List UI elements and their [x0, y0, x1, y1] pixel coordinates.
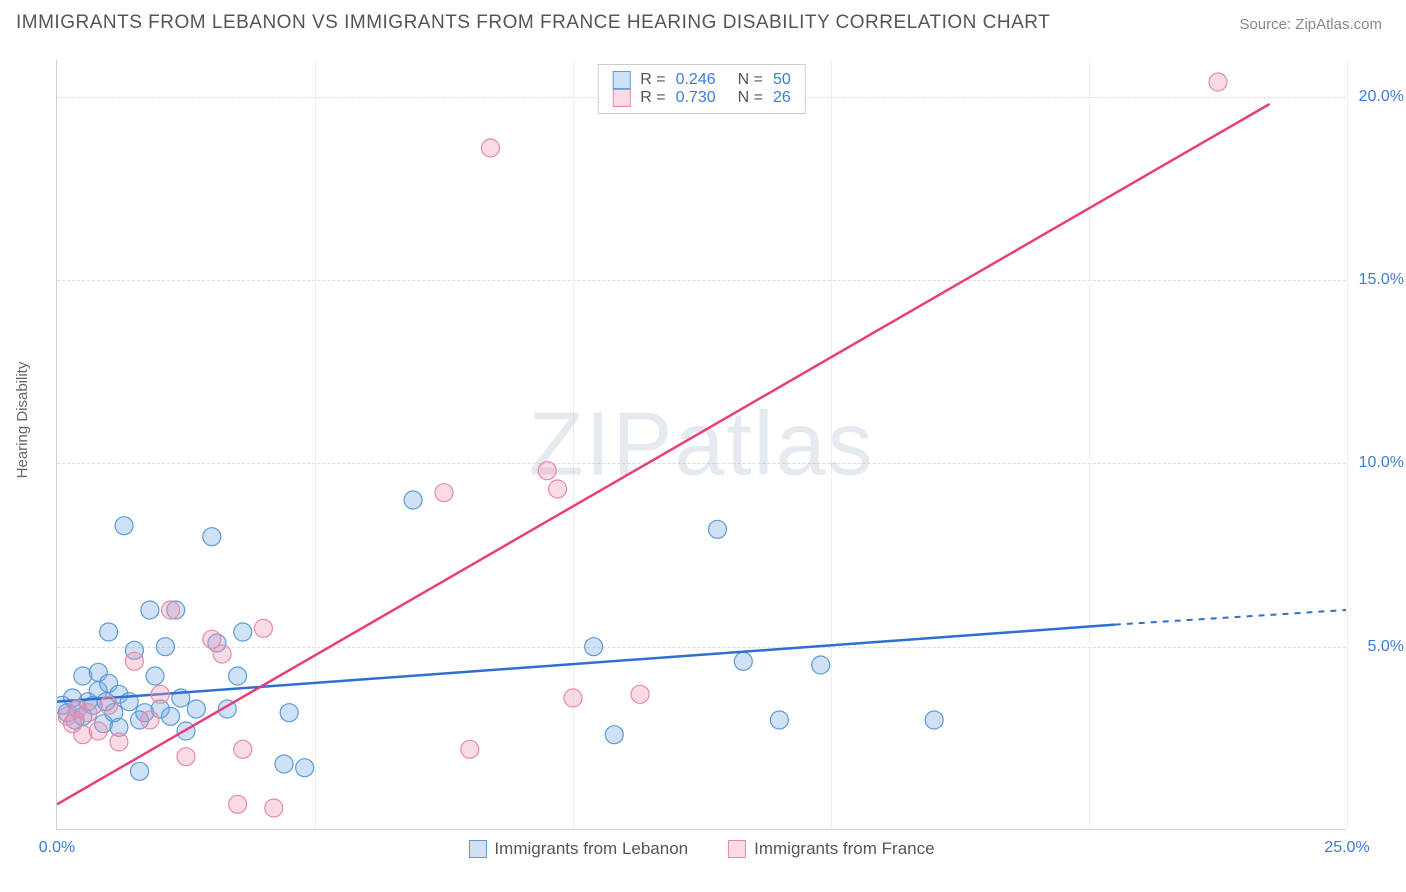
source-label: Source: ZipAtlas.com [1239, 16, 1382, 33]
r-value-0: 0.246 [676, 71, 716, 89]
data-point [234, 623, 252, 641]
swatch-1 [612, 89, 630, 107]
data-point [187, 700, 205, 718]
legend-label-1: Immigrants from France [754, 839, 934, 859]
data-point [229, 795, 247, 813]
data-point [925, 711, 943, 729]
data-point [125, 652, 143, 670]
data-point [110, 733, 128, 751]
data-point [631, 685, 649, 703]
n-value-0: 50 [773, 71, 791, 89]
data-point [177, 748, 195, 766]
legend-series: Immigrants from Lebanon Immigrants from … [468, 839, 934, 859]
data-point [280, 704, 298, 722]
data-point [734, 652, 752, 670]
y-axis-label: Hearing Disability [14, 362, 31, 479]
data-point [229, 667, 247, 685]
data-point [131, 762, 149, 780]
x-tick-label: 25.0% [1324, 839, 1369, 857]
chart-svg [57, 60, 1346, 829]
data-point [100, 623, 118, 641]
data-point [461, 740, 479, 758]
swatch-0 [612, 71, 630, 89]
x-tick-label: 0.0% [39, 839, 75, 857]
data-point [162, 707, 180, 725]
legend-stats: R = 0.246 N = 50 R = 0.730 N = 26 [597, 64, 806, 114]
data-point [770, 711, 788, 729]
data-point [100, 696, 118, 714]
data-point [115, 517, 133, 535]
data-point [89, 722, 107, 740]
data-point [265, 799, 283, 817]
data-point [146, 667, 164, 685]
y-tick-label: 15.0% [1354, 271, 1404, 289]
data-point [156, 638, 174, 656]
data-point [812, 656, 830, 674]
data-point [296, 759, 314, 777]
y-tick-label: 10.0% [1354, 454, 1404, 472]
r-label-1: R = [640, 89, 665, 107]
data-point [203, 528, 221, 546]
data-point [254, 619, 272, 637]
regression-line-extrapolated [1115, 610, 1346, 625]
n-value-1: 26 [773, 89, 791, 107]
data-point [213, 645, 231, 663]
legend-item-1: Immigrants from France [728, 839, 934, 859]
data-point [708, 520, 726, 538]
grid-v [1347, 60, 1348, 829]
chart-title: IMMIGRANTS FROM LEBANON VS IMMIGRANTS FR… [16, 12, 1050, 34]
legend-item-0: Immigrants from Lebanon [468, 839, 688, 859]
data-point [435, 484, 453, 502]
plot-area: ZIPatlas R = 0.246 N = 50 R = 0.730 N = … [56, 60, 1346, 830]
swatch-b0 [468, 840, 486, 858]
data-point [162, 601, 180, 619]
legend-label-0: Immigrants from Lebanon [494, 839, 688, 859]
r-label-0: R = [640, 71, 665, 89]
n-label-1: N = [738, 89, 763, 107]
legend-row-0: R = 0.246 N = 50 [612, 71, 791, 89]
swatch-b1 [728, 840, 746, 858]
data-point [141, 601, 159, 619]
n-label-0: N = [738, 71, 763, 89]
data-point [234, 740, 252, 758]
y-tick-label: 5.0% [1354, 638, 1404, 656]
data-point [1209, 73, 1227, 91]
data-point [605, 726, 623, 744]
data-point [141, 711, 159, 729]
data-point [151, 685, 169, 703]
data-point [481, 139, 499, 157]
data-point [564, 689, 582, 707]
data-point [404, 491, 422, 509]
data-point [585, 638, 603, 656]
data-point [549, 480, 567, 498]
regression-line [57, 104, 1270, 804]
legend-row-1: R = 0.730 N = 26 [612, 89, 791, 107]
r-value-1: 0.730 [676, 89, 716, 107]
data-point [79, 704, 97, 722]
data-point [538, 462, 556, 480]
y-tick-label: 20.0% [1354, 88, 1404, 106]
data-point [275, 755, 293, 773]
